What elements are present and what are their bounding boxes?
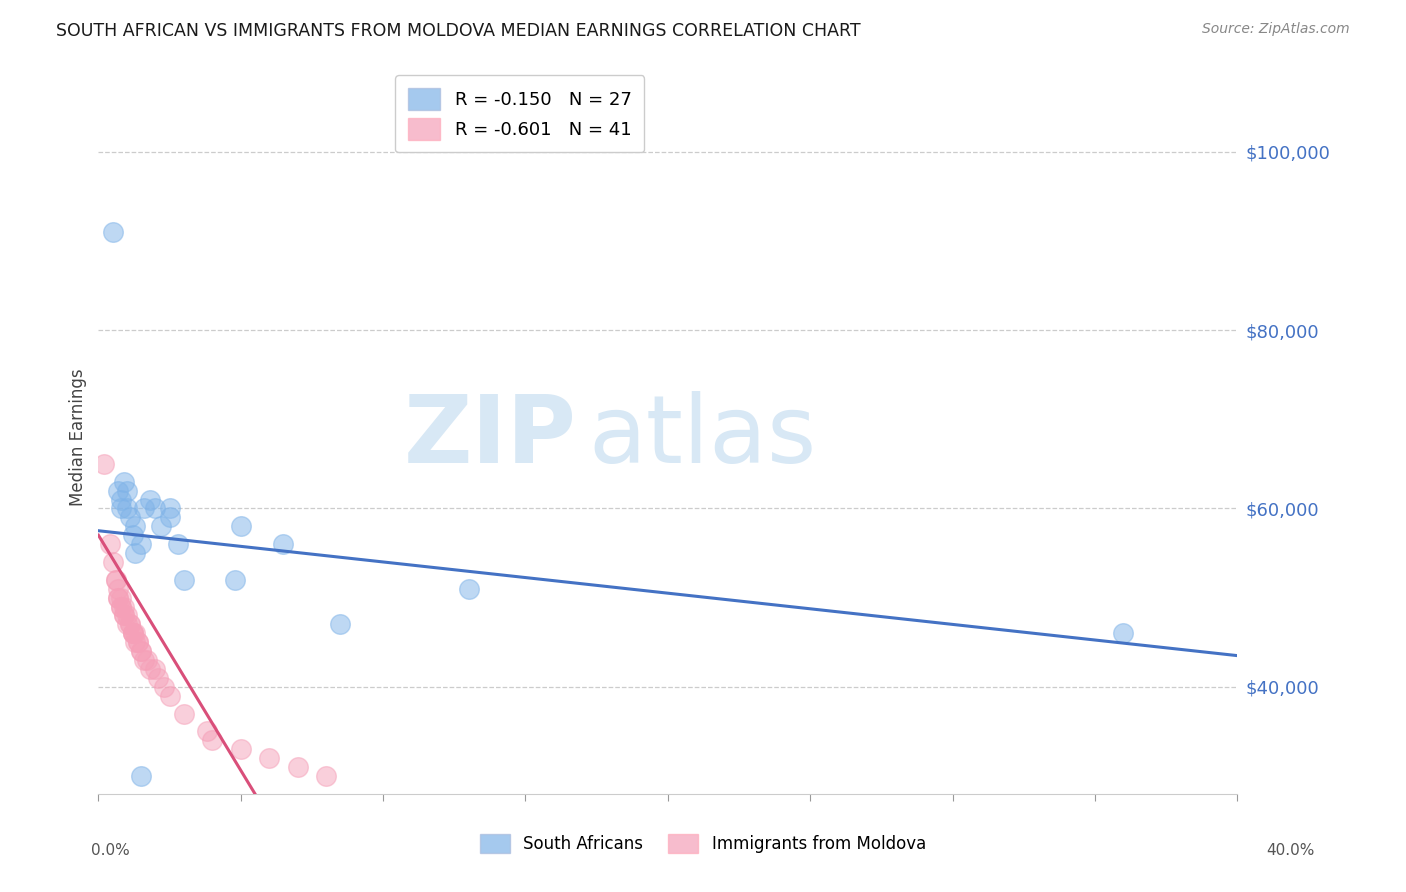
Point [115, 501, 138, 516]
Point [259, 751, 281, 765]
Point [129, 537, 152, 551]
Point [167, 537, 190, 551]
Point [121, 626, 143, 640]
Text: ZIP: ZIP [404, 391, 576, 483]
Point [104, 573, 127, 587]
Text: atlas: atlas [588, 391, 817, 483]
Point [129, 644, 152, 658]
Point [201, 733, 224, 747]
Point [101, 555, 124, 569]
Legend: South Africans, Immigrants from Moldova: South Africans, Immigrants from Moldova [471, 826, 935, 862]
Text: 0.0%: 0.0% [91, 843, 131, 858]
Point [1112, 626, 1135, 640]
Point [229, 519, 252, 533]
Point [124, 546, 146, 560]
Point [150, 519, 173, 533]
Point [138, 492, 160, 507]
Point [457, 582, 479, 596]
Point [115, 608, 138, 623]
Point [110, 492, 132, 507]
Point [135, 653, 157, 667]
Point [124, 519, 146, 533]
Point [127, 635, 149, 649]
Point [229, 742, 252, 756]
Point [129, 769, 152, 783]
Text: SOUTH AFRICAN VS IMMIGRANTS FROM MOLDOVA MEDIAN EARNINGS CORRELATION CHART: SOUTH AFRICAN VS IMMIGRANTS FROM MOLDOVA… [56, 22, 860, 40]
Point [121, 626, 143, 640]
Point [224, 573, 246, 587]
Point [124, 626, 146, 640]
Point [112, 599, 135, 614]
Point [159, 689, 181, 703]
Point [173, 706, 195, 721]
Point [112, 608, 135, 623]
Point [118, 617, 141, 632]
Point [121, 626, 143, 640]
Point [93, 457, 115, 471]
Text: 40.0%: 40.0% [1267, 843, 1315, 858]
Point [159, 510, 181, 524]
Point [315, 769, 337, 783]
Point [124, 635, 146, 649]
Legend: R = -0.150   N = 27, R = -0.601   N = 41: R = -0.150 N = 27, R = -0.601 N = 41 [395, 75, 644, 153]
Point [138, 662, 160, 676]
Point [118, 510, 141, 524]
Point [329, 617, 352, 632]
Point [153, 680, 176, 694]
Point [110, 599, 132, 614]
Point [110, 599, 132, 614]
Point [118, 617, 141, 632]
Point [145, 501, 167, 516]
Y-axis label: Median Earnings: Median Earnings [69, 368, 87, 506]
Point [287, 760, 309, 774]
Point [273, 537, 295, 551]
Point [101, 225, 124, 239]
Point [110, 591, 132, 605]
Point [112, 475, 135, 489]
Point [98, 537, 121, 551]
Text: Source: ZipAtlas.com: Source: ZipAtlas.com [1202, 22, 1350, 37]
Point [107, 591, 129, 605]
Point [127, 635, 149, 649]
Point [129, 644, 152, 658]
Point [132, 501, 155, 516]
Point [104, 573, 127, 587]
Point [107, 591, 129, 605]
Point [132, 653, 155, 667]
Point [148, 671, 170, 685]
Point [121, 528, 143, 542]
Point [112, 608, 135, 623]
Point [107, 483, 129, 498]
Point [173, 573, 195, 587]
Point [110, 501, 132, 516]
Point [159, 501, 181, 516]
Point [145, 662, 167, 676]
Point [195, 724, 218, 739]
Point [115, 483, 138, 498]
Point [115, 617, 138, 632]
Point [107, 582, 129, 596]
